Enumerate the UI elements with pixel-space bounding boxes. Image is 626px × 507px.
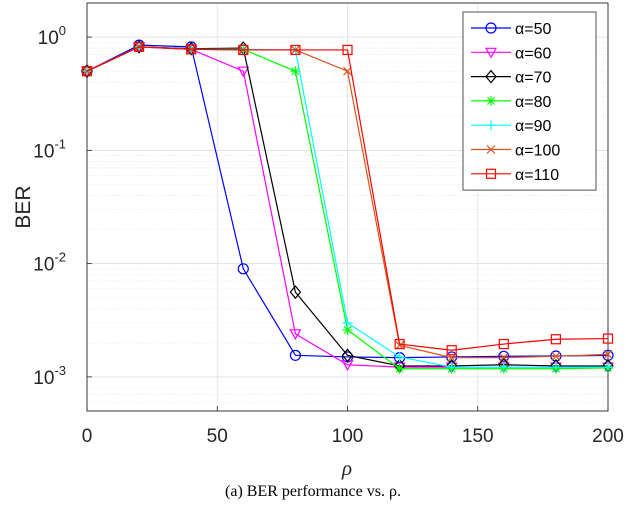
data-point: [82, 66, 92, 76]
data-point: [341, 348, 354, 363]
legend-label: α=110: [515, 167, 559, 184]
legend-marker: [485, 168, 497, 179]
data-point: [186, 44, 197, 55]
legend-item-1: α=60: [471, 45, 551, 62]
legend-marker: [484, 47, 498, 59]
legend-marker: [486, 145, 496, 154]
data-point: [550, 334, 562, 345]
data-point: [446, 362, 457, 373]
legend-label: α=90: [515, 118, 551, 135]
data-point: [603, 362, 613, 373]
data-point: [394, 363, 405, 374]
data-point: [290, 44, 301, 56]
legend-label: α=60: [515, 45, 551, 62]
data-point: [551, 351, 561, 361]
y-tick-labels: 100 10-1 10-2 10-3: [33, 23, 92, 389]
legend-marker: [486, 120, 496, 131]
data-point: [133, 39, 145, 54]
y-tick-label: 10-1: [33, 136, 66, 162]
data-point: [394, 351, 405, 362]
data-point: [237, 66, 250, 78]
data-point: [238, 44, 249, 56]
data-point: [499, 353, 509, 363]
legend-item-5: α=100: [471, 143, 560, 160]
legend: α=50 α=60 α=70 α=80 α=90 α=100 α=110: [462, 11, 597, 191]
legend-label: α=50: [515, 21, 551, 38]
legend-marker: [485, 69, 497, 84]
data-point: [446, 345, 457, 356]
data-point: [342, 44, 353, 56]
data-point: [342, 317, 353, 328]
figure-caption: (a) BER performance vs. ρ.: [225, 483, 401, 500]
x-tick-label: 150: [462, 426, 494, 447]
legend-item-6: α=110: [471, 167, 559, 184]
data-point: [603, 349, 613, 359]
data-point: [289, 349, 301, 361]
legend-item-0: α=50: [471, 21, 551, 38]
legend-marker: [485, 22, 497, 34]
legend-item-3: α=80: [471, 94, 551, 111]
series-line: [86, 44, 609, 359]
y-axis-title: BER: [12, 185, 35, 228]
legend-label: α=70: [515, 70, 551, 87]
data-point: [237, 263, 249, 275]
data-point: [289, 329, 302, 341]
data-point: [498, 362, 509, 373]
data-point: [498, 338, 509, 350]
y-tick-label: 10-3: [33, 363, 66, 389]
data-point: [134, 41, 145, 52]
data-point: [289, 285, 302, 300]
data-point: [290, 66, 301, 77]
data-point: [342, 324, 353, 335]
data-point: [602, 333, 614, 344]
legend-marker: [486, 95, 496, 106]
x-tick-label: 50: [207, 426, 228, 447]
legend-item-4: α=90: [471, 118, 551, 135]
data-point: [81, 66, 93, 77]
x-tick-label: 200: [592, 426, 624, 447]
legend-label: α=100: [515, 143, 560, 160]
legend-label: α=80: [515, 94, 551, 111]
x-tick-labels: 0 50 100 150 200: [82, 406, 624, 447]
series-layer: [80, 39, 615, 374]
series-line: [86, 46, 609, 351]
y-tick-label: 100: [38, 23, 66, 49]
data-point: [394, 338, 405, 350]
series-6: [81, 41, 614, 356]
x-tick-label: 100: [332, 426, 364, 447]
x-tick-label: 0: [82, 426, 93, 447]
x-axis-title: ρ: [341, 456, 352, 480]
legend-item-2: α=70: [471, 70, 551, 87]
data-point: [498, 350, 510, 362]
data-point: [550, 362, 561, 373]
y-tick-label: 10-2: [33, 250, 66, 276]
data-point: [343, 66, 352, 76]
